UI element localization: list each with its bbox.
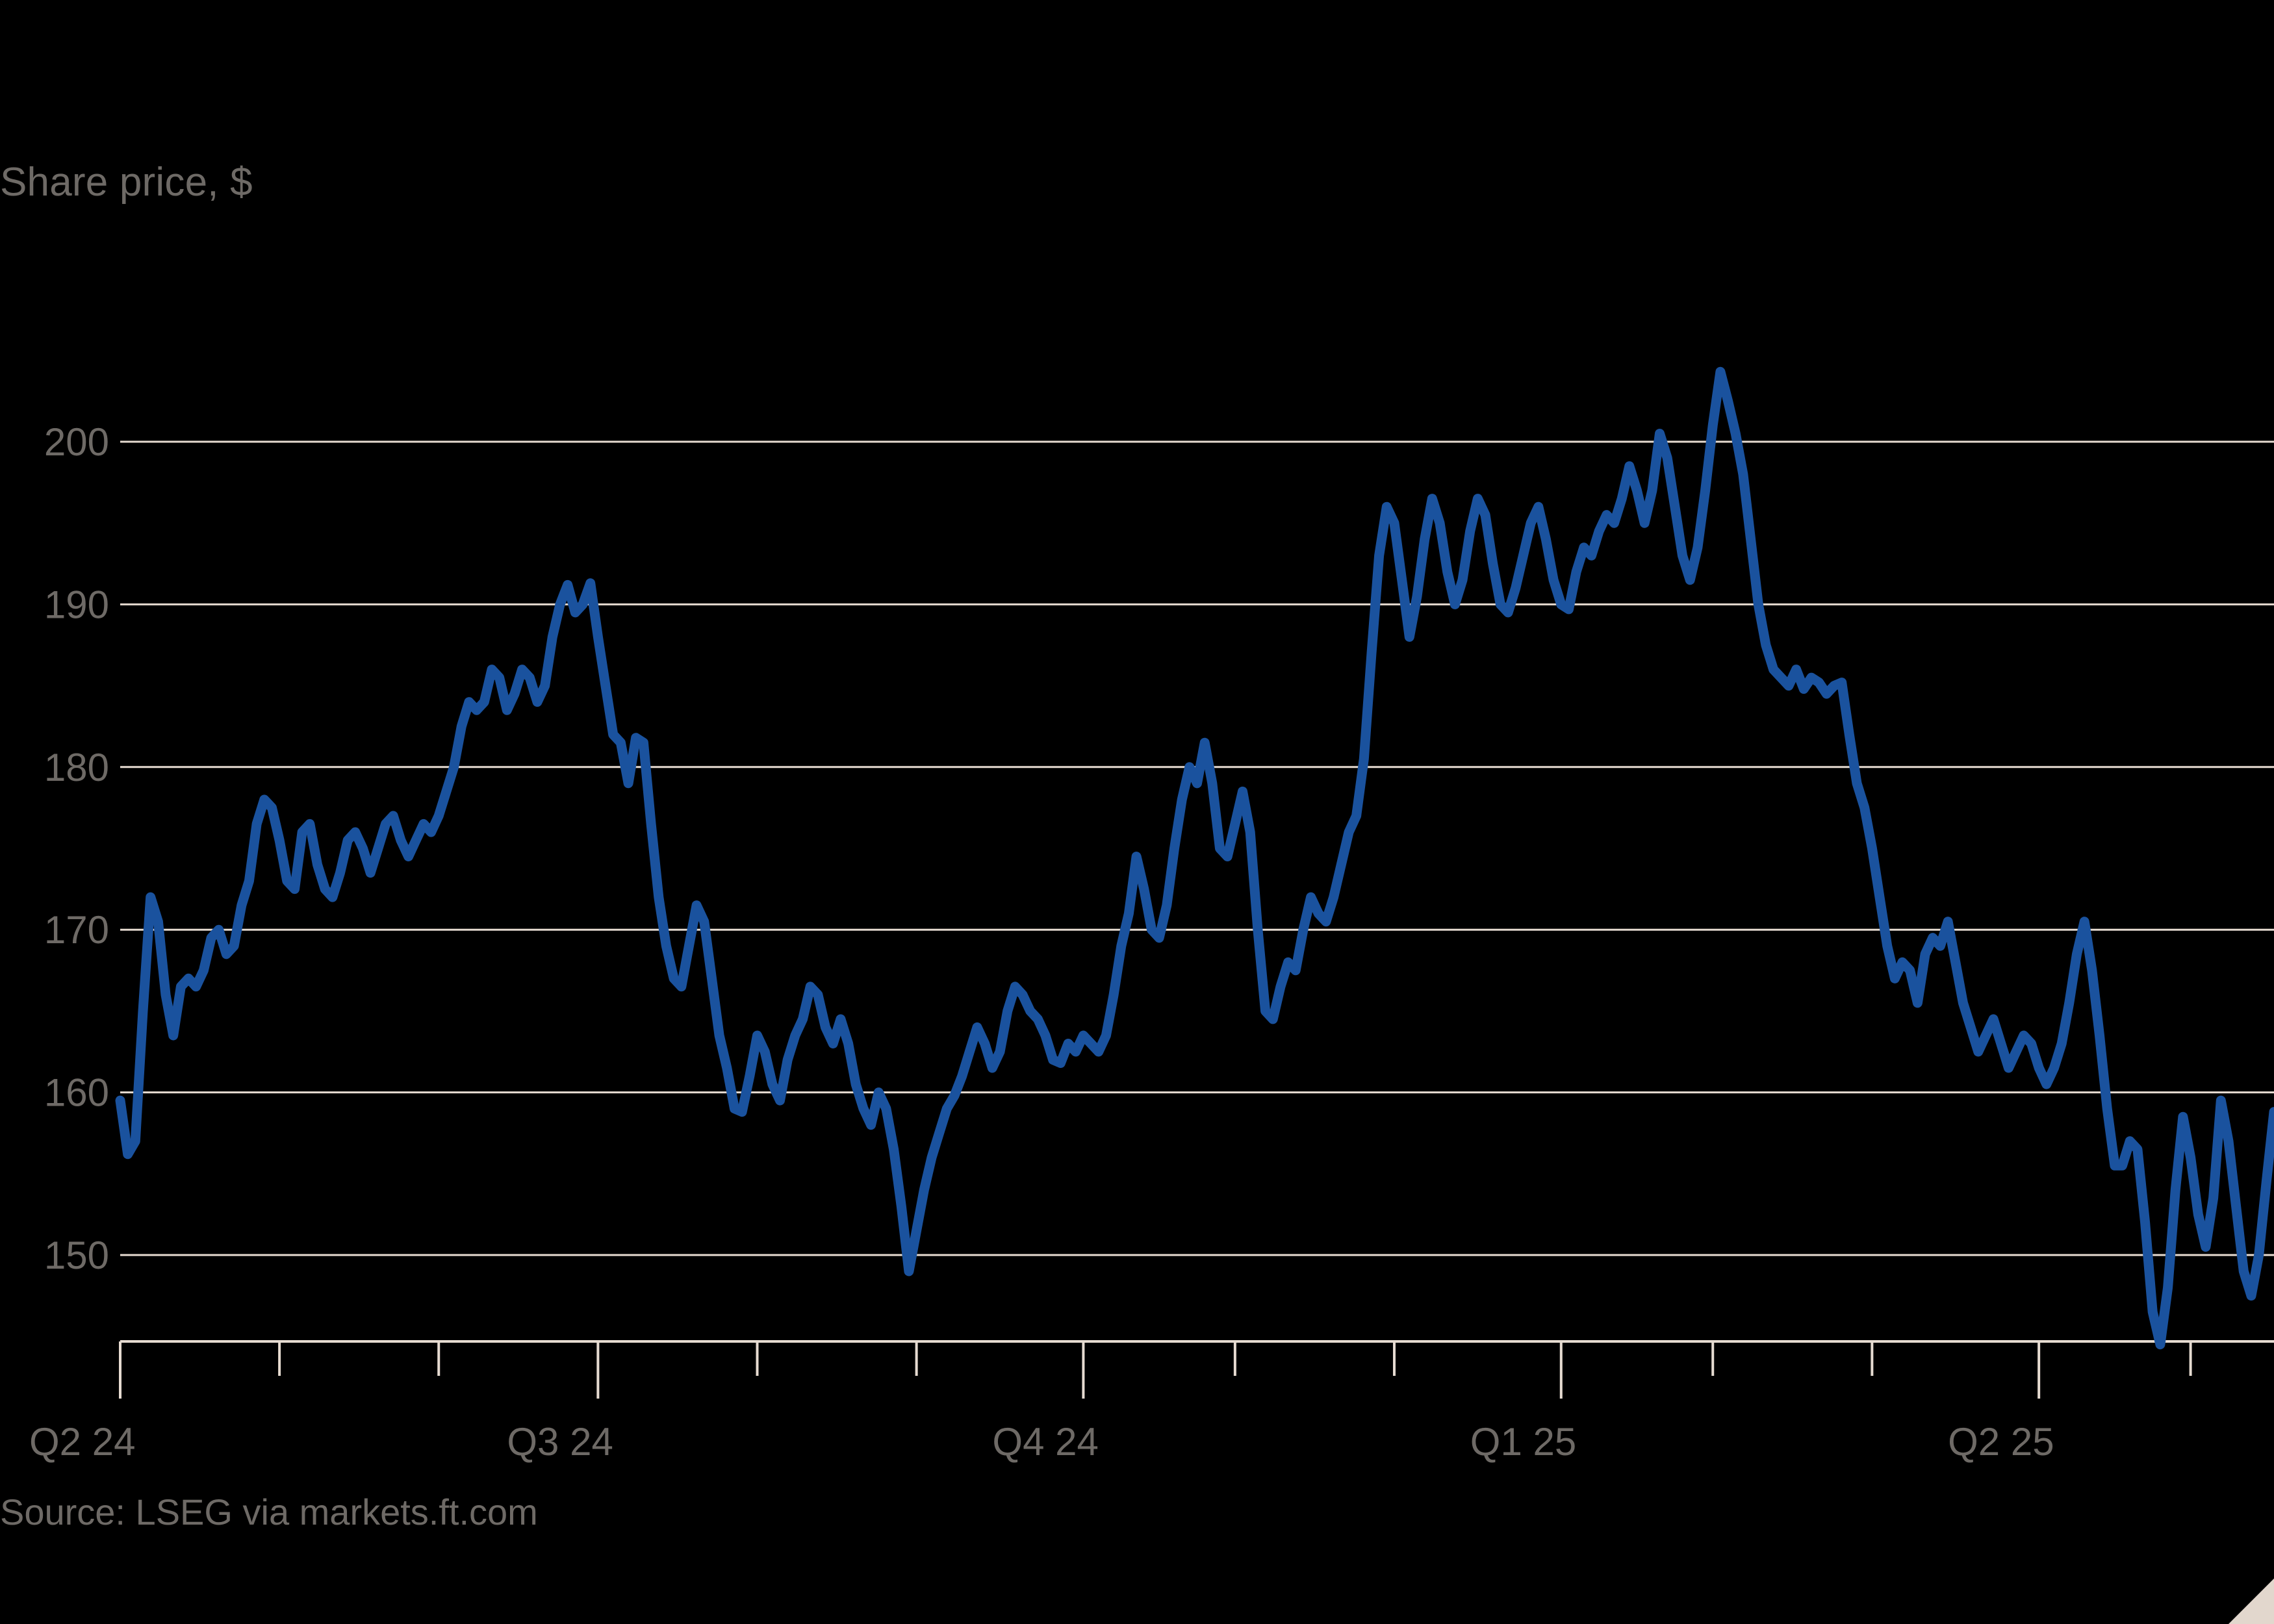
x-axis-tick-label: Q1 25 [1470, 1420, 1576, 1464]
ft-corner-mark [2229, 1579, 2274, 1624]
y-axis-tick-label: 160 [44, 1071, 109, 1115]
chart-subtitle: Share price, $ [0, 160, 253, 205]
x-axis-tick-label: Q2 25 [1948, 1420, 2054, 1464]
series-line-share-price [115, 366, 2274, 1350]
y-axis-tick-label: 200 [44, 420, 109, 464]
y-axis-tick-label: 180 [44, 746, 109, 789]
x-axis-tick-label: Q4 24 [992, 1420, 1098, 1464]
y-axis-tick-label: 170 [44, 908, 109, 952]
x-axis-tick-label: Q2 24 [29, 1420, 135, 1464]
y-axis-tick-label: 190 [44, 583, 109, 626]
chart-source-note: Source: LSEG via markets.ft.com [0, 1491, 538, 1532]
x-axis-tick-label: Q3 24 [507, 1420, 613, 1464]
y-axis-tick-label: 150 [44, 1234, 109, 1277]
